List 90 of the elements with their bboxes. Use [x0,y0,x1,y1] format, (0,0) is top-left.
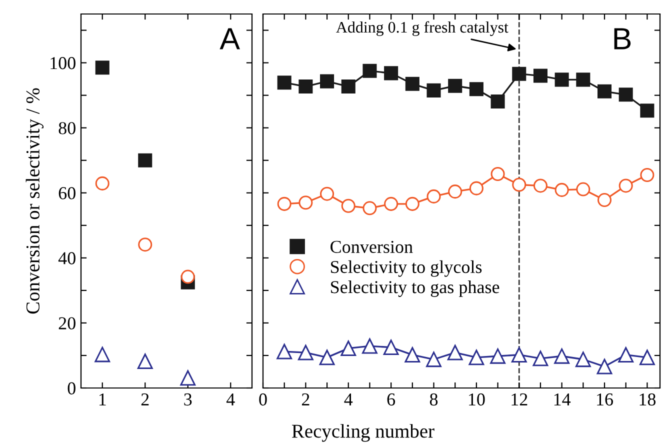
point [180,270,195,284]
point [405,196,420,211]
point [448,78,462,93]
point [426,189,441,204]
point [533,178,548,193]
annotation: A [220,28,240,50]
point [138,153,152,168]
point [554,348,570,364]
point [384,66,398,80]
y-axis-title: Conversion or selectivity / % [26,88,44,314]
point [341,80,356,94]
point [426,352,442,368]
x-tick-label: 6 [387,393,396,406]
point [320,186,334,201]
x-tick-label: 4 [344,394,353,406]
point [469,181,484,196]
point [640,168,654,182]
point [618,178,633,193]
point [468,350,484,366]
point [447,344,463,360]
x-tick-label: 18 [640,393,656,406]
point [138,238,152,252]
point [137,354,153,370]
x-tick-label: 14 [554,393,571,406]
x-tick-label: 8 [430,393,438,406]
point [426,83,441,98]
point [404,347,420,363]
x-tick-label: 12 [512,393,528,406]
point [320,74,334,88]
point [597,193,612,208]
point [532,350,548,366]
point [554,72,569,87]
annotation: B [614,28,631,50]
y-tick-label: 80 [58,122,76,134]
point [554,182,569,197]
y-tick-label: 0 [68,382,76,394]
point [180,370,196,386]
point [362,64,377,78]
point [95,60,110,75]
point [576,72,590,87]
point [362,201,377,216]
point [95,176,110,190]
x-tick-label: 10 [469,393,485,406]
point [277,76,292,90]
point [277,196,292,211]
point [639,350,655,366]
point [405,76,420,91]
point [319,350,335,366]
point [512,66,526,81]
x-tick-label: 2 [141,393,149,406]
x-tick-label: 0 [259,393,267,406]
y-tick-label: 20 [58,317,76,330]
y-tick-label: 100 [50,57,76,70]
point [490,348,506,364]
point [341,198,356,213]
point [575,352,591,368]
legend-label: Selectivity to glycols [331,260,482,277]
point [618,88,633,102]
x-tick-label: 16 [597,393,613,406]
point [276,344,292,360]
x-tick-label: 4 [226,394,235,406]
legend-label: Conversion [330,240,413,253]
y-tick-label: 60 [58,187,76,200]
point [469,82,484,96]
point [490,94,505,108]
point [596,358,612,374]
point [448,184,462,199]
x-tick-label: 3 [184,393,192,406]
point [618,347,634,363]
x-axis-title: Recycling number [292,424,434,442]
y-tick-label: 40 [58,252,76,264]
point [533,68,548,83]
point [640,104,654,118]
point [512,178,526,192]
point [384,196,398,211]
point [298,80,313,94]
point [490,166,505,182]
point [362,338,378,354]
point [511,347,527,363]
x-tick-label: 1 [99,393,106,406]
legend-label: Selectivity to gas phase [331,280,500,297]
point [94,346,110,362]
point [298,344,314,360]
point [383,340,399,356]
point [298,196,313,210]
point [340,340,356,356]
annotation: Adding 0.1 g fresh catalyst [336,21,508,36]
point [576,182,590,196]
point [597,84,612,98]
x-tick-label: 2 [302,393,310,406]
